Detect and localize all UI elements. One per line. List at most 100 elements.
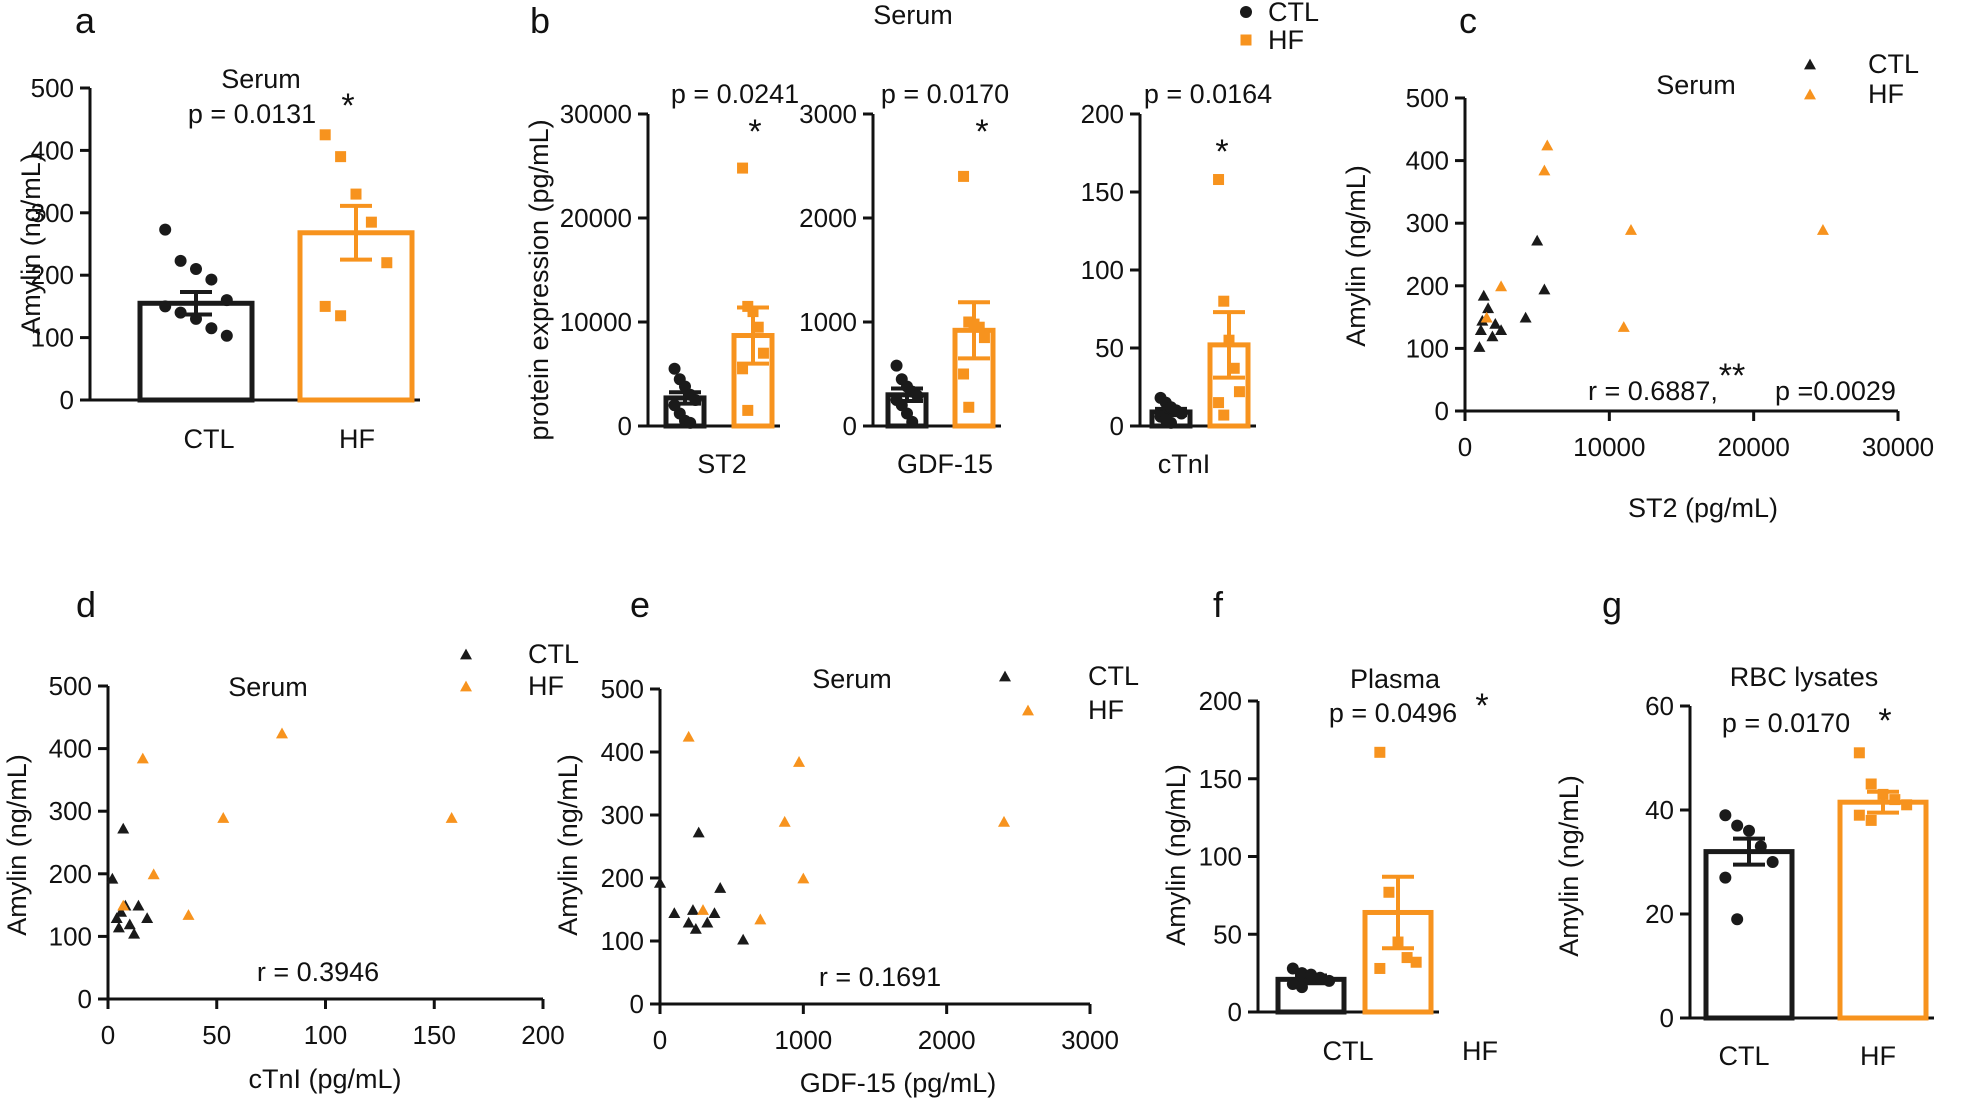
data-point-hf — [1228, 362, 1240, 374]
y-tick-label: 0 — [1228, 997, 1242, 1027]
y-tick-label: 60 — [1645, 691, 1674, 721]
data-point-hf — [797, 872, 810, 884]
y-tick-label: 100 — [601, 926, 644, 956]
data-point-hf — [793, 756, 806, 767]
legend-label-hf: HF — [1268, 25, 1304, 55]
data-point-hf — [1865, 814, 1877, 826]
x-axis-label: cTnI (pg/mL) — [248, 1064, 401, 1094]
chart-title: Serum — [228, 672, 308, 702]
panel-letter-d: d — [76, 584, 96, 625]
data-point-hf — [778, 815, 791, 827]
data-point-ctl — [190, 312, 202, 325]
data-point-hf — [276, 727, 288, 739]
legend-label-ctl: CTL — [1088, 661, 1139, 691]
data-point-hf — [147, 868, 160, 880]
data-point-hf — [350, 188, 362, 200]
data-point-ctl — [106, 872, 119, 884]
data-point-hf — [1853, 809, 1865, 821]
panel-letter-f: f — [1213, 584, 1224, 625]
x-category-label: GDF-15 — [897, 449, 993, 479]
data-point-ctl — [1719, 809, 1732, 822]
data-point-hf — [742, 404, 754, 416]
data-point-hf — [1218, 295, 1230, 307]
data-point-hf — [1410, 956, 1422, 968]
data-point-ctl — [141, 912, 154, 924]
data-point-hf — [682, 730, 695, 742]
y-tick-label: 0 — [1660, 1003, 1674, 1033]
legend-label-ctl: CTL — [528, 639, 579, 669]
y-tick-label: 150 — [1081, 177, 1124, 207]
data-point-hf — [445, 812, 458, 823]
y-tick-label: 0 — [60, 385, 74, 415]
x-axis-label: GDF-15 (pg/mL) — [800, 1068, 997, 1098]
data-point-ctl — [1473, 341, 1486, 352]
x-category-label: CTL — [1322, 1036, 1373, 1066]
data-point-ctl — [159, 223, 172, 236]
data-point-ctl — [890, 359, 903, 372]
data-point-hf — [1889, 794, 1901, 806]
y-tick-label: 200 — [31, 260, 74, 290]
data-point-hf — [1213, 174, 1225, 186]
p-value-label: p = 0.0170 — [1722, 708, 1850, 738]
x-category-label: HF — [1860, 1041, 1896, 1071]
y-axis-label: Amylin (ng/mL) — [2, 754, 32, 936]
data-point-ctl — [1314, 971, 1327, 984]
data-point-hf — [973, 321, 985, 333]
data-point-hf — [1853, 747, 1865, 759]
panel-letter-g: g — [1602, 584, 1622, 625]
y-tick-label: 0 — [78, 984, 92, 1014]
data-point-hf — [752, 321, 764, 333]
data-point-hf — [1480, 311, 1493, 323]
data-point-hf — [319, 300, 331, 312]
data-point-ctl — [128, 927, 141, 939]
data-point-hf — [1383, 886, 1395, 898]
data-point-hf — [1877, 788, 1889, 800]
panel-letter-b: b — [530, 0, 550, 41]
significance-star: * — [1878, 702, 1891, 740]
x-tick-label: 1000 — [774, 1025, 832, 1055]
legend-marker-hf — [1022, 704, 1034, 716]
data-point-ctl — [1175, 407, 1188, 420]
correlation-label: r = 0.3946 — [257, 957, 379, 987]
data-point-hf — [1624, 224, 1637, 235]
y-tick-label: 300 — [49, 796, 92, 826]
p-value-label: p =0.0029 — [1775, 376, 1896, 406]
p-value-label: p = 0.0241 — [671, 79, 799, 109]
y-tick-label: 400 — [31, 135, 74, 165]
data-point-hf — [757, 347, 769, 359]
legend-marker-ctl — [1804, 58, 1816, 70]
y-tick-label: 100 — [1406, 333, 1449, 363]
data-point-hf — [1374, 746, 1386, 758]
x-axis-label: ST2 (pg/mL) — [1628, 493, 1778, 523]
significance-star: * — [975, 113, 988, 151]
data-point-ctl — [220, 294, 233, 307]
significance-star: ** — [1719, 357, 1745, 395]
data-point-ctl — [689, 923, 702, 934]
p-value-label: p = 0.0164 — [1144, 79, 1272, 109]
y-axis-label: Amylin (ng/mL) — [1161, 764, 1191, 946]
bar-hf — [1837, 799, 1929, 1021]
y-tick-label: 300 — [31, 198, 74, 228]
x-category-label: HF — [339, 424, 375, 454]
y-tick-label: 200 — [49, 859, 92, 889]
p-value-label: p = 0.0170 — [881, 79, 1009, 109]
x-tick-label: 10000 — [1573, 432, 1645, 462]
legend-label-hf: HF — [1868, 79, 1904, 109]
y-tick-label: 500 — [31, 73, 74, 103]
data-point-ctl — [123, 918, 136, 930]
data-point-hf — [182, 909, 195, 920]
data-point-ctl — [911, 389, 924, 402]
data-point-hf — [754, 913, 767, 925]
data-point-hf — [1538, 164, 1551, 176]
y-axis-label: Amylin (ng/mL) — [553, 754, 583, 936]
x-tick-label: 30000 — [1862, 432, 1934, 462]
data-point-ctl — [1754, 840, 1767, 853]
significance-star: * — [1215, 133, 1228, 171]
legend-label-ctl: CTL — [1868, 49, 1919, 79]
data-point-ctl — [1165, 416, 1177, 429]
chart-title: Serum — [873, 0, 953, 30]
y-tick-label: 20000 — [560, 203, 632, 233]
x-category-label: ST2 — [697, 449, 747, 479]
data-point-hf — [1218, 409, 1230, 421]
chart-title: Plasma — [1350, 664, 1441, 694]
